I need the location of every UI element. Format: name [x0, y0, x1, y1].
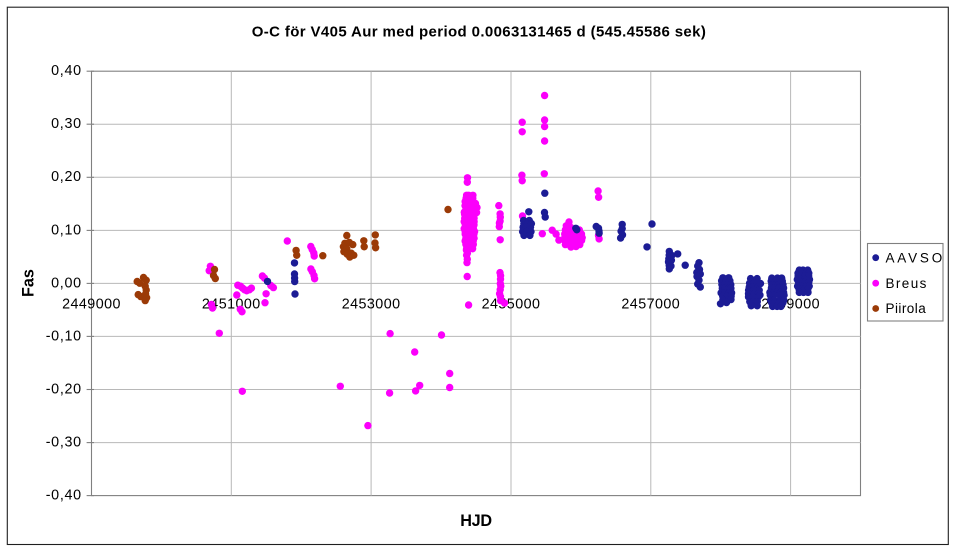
svg-text:2455000: 2455000 [482, 297, 541, 313]
svg-text:2457000: 2457000 [621, 297, 680, 313]
svg-text:Piirola: Piirola [886, 301, 927, 316]
svg-text:0,20: 0,20 [51, 169, 82, 185]
svg-text:2451000: 2451000 [202, 297, 261, 313]
svg-text:O-C för V405 Aur med period 0.: O-C för V405 Aur med period 0.0063131465… [252, 24, 706, 41]
svg-text:Fas: Fas [19, 269, 37, 297]
svg-text:AAVSO: AAVSO [886, 250, 946, 265]
svg-text:0,10: 0,10 [51, 222, 82, 238]
svg-text:HJD: HJD [460, 512, 492, 530]
svg-text:-0,10: -0,10 [46, 328, 82, 344]
svg-text:-0,30: -0,30 [46, 434, 82, 450]
svg-text:2453000: 2453000 [342, 297, 401, 313]
svg-text:2449000: 2449000 [62, 297, 121, 313]
svg-text:-0,20: -0,20 [46, 381, 82, 397]
svg-text:0,00: 0,00 [51, 275, 82, 291]
svg-text:0,40: 0,40 [51, 63, 82, 79]
svg-text:0,30: 0,30 [51, 116, 82, 132]
svg-text:Breus: Breus [886, 276, 928, 291]
svg-text:-0,40: -0,40 [46, 488, 82, 504]
